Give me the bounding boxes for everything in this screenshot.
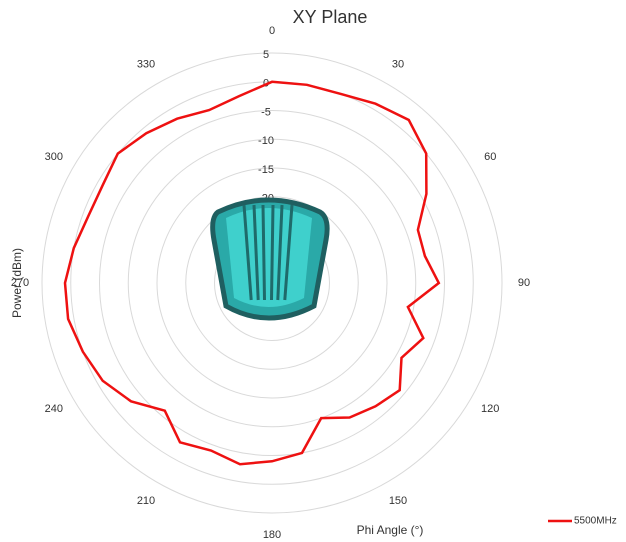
- antenna-rib: [261, 204, 266, 301]
- x-axis-label: Phi Angle (°): [357, 523, 424, 537]
- theta-tick-label: 150: [389, 495, 407, 507]
- theta-tick-label: 300: [45, 151, 63, 163]
- theta-tick-label: 180: [263, 529, 281, 541]
- r-tick-label: -10: [258, 135, 274, 147]
- antenna-rib: [252, 204, 260, 301]
- antenna-icon: [210, 197, 330, 321]
- antenna-rib: [242, 204, 253, 301]
- theta-tick-label: 0: [269, 25, 275, 37]
- antenna-rib: [283, 204, 294, 301]
- grid-circle: [185, 196, 359, 370]
- antenna-rib: [270, 204, 275, 301]
- theta-tick-label: 120: [481, 403, 499, 415]
- theta-tick-label: 270: [11, 277, 29, 289]
- theta-tick-label: 330: [137, 59, 155, 71]
- y-axis-label: Power (dBm): [10, 248, 24, 318]
- r-tick-label: -5: [261, 106, 271, 118]
- series-line: [63, 80, 441, 466]
- grid-circle: [156, 167, 388, 399]
- r-tick-label: 5: [263, 49, 269, 61]
- theta-tick-label: 240: [45, 403, 63, 415]
- r-tick-label: -15: [258, 164, 274, 176]
- grid-circle: [41, 52, 503, 514]
- legend-label: 5500MHz: [574, 516, 617, 527]
- theta-tick-label: 30: [392, 59, 404, 71]
- grid-circle: [127, 138, 417, 428]
- theta-tick-label: 60: [484, 151, 496, 163]
- antenna-face: [226, 208, 312, 307]
- chart-title: XY Plane: [293, 7, 368, 27]
- grid-circle: [99, 110, 445, 456]
- theta-tick-label: 210: [137, 495, 155, 507]
- antenna-rib: [276, 204, 284, 301]
- theta-tick-label: 90: [518, 277, 530, 289]
